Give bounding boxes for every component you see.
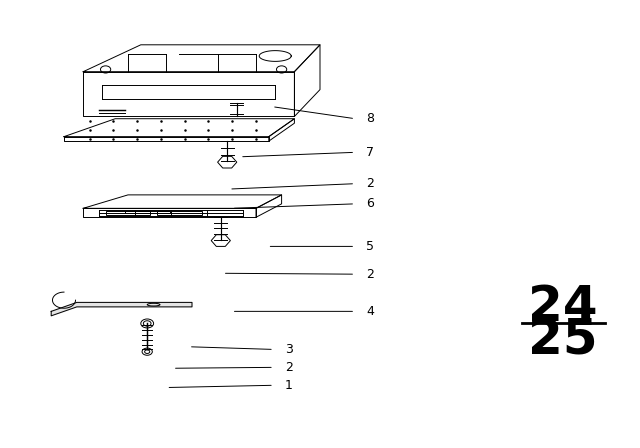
Text: 7: 7 — [366, 146, 374, 159]
Text: 2: 2 — [285, 361, 292, 374]
Text: 8: 8 — [366, 112, 374, 125]
Bar — [157, 211, 202, 215]
Text: 2: 2 — [366, 267, 374, 281]
Text: 4: 4 — [366, 305, 374, 318]
Text: 1: 1 — [285, 379, 292, 392]
Text: 25: 25 — [529, 316, 598, 365]
Text: 6: 6 — [366, 197, 374, 211]
Bar — [125, 211, 170, 213]
Bar — [106, 211, 150, 215]
Text: 24: 24 — [529, 283, 598, 331]
Polygon shape — [51, 302, 192, 316]
Text: 5: 5 — [366, 240, 374, 253]
Text: 2: 2 — [366, 177, 374, 190]
Text: 3: 3 — [285, 343, 292, 356]
